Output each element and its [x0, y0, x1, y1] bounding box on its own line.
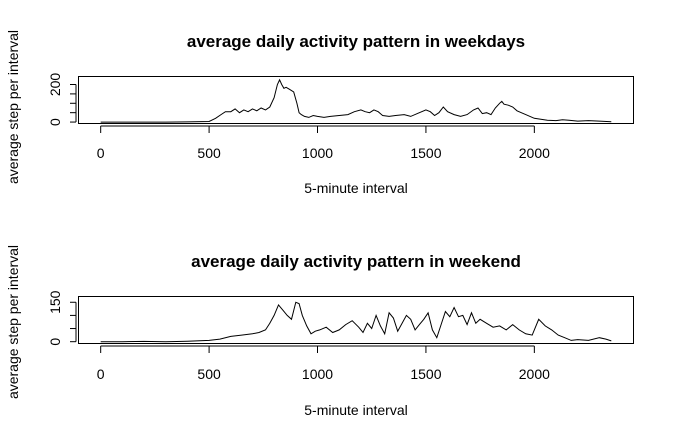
x-axis-label: 5-minute interval	[304, 402, 408, 418]
y-axis-label: average step per interval	[5, 30, 21, 184]
series-line	[100, 78, 612, 123]
x-axis: 0 500 1000 1500 2000	[97, 125, 550, 161]
x-axis-label: 5-minute interval	[304, 180, 408, 196]
x-tick-label: 2000	[519, 145, 550, 161]
x-tick-label: 1500	[410, 145, 441, 161]
series-line	[100, 301, 612, 343]
x-tick-label: 2000	[519, 366, 550, 382]
x-tick-label: 1000	[302, 145, 333, 161]
weekend-panel: average daily activity pattern in weeken…	[5, 245, 634, 418]
y-tick-label: 150	[47, 290, 63, 314]
y-tick-label: 0	[47, 338, 63, 346]
y-axis: 0 200	[47, 73, 77, 126]
chart-title: average daily activity pattern in weeken…	[191, 252, 521, 271]
chart-title: average daily activity pattern in weekda…	[187, 32, 525, 51]
x-tick-label: 500	[197, 366, 221, 382]
y-axis: 0 150	[47, 290, 77, 346]
plot-frame	[78, 296, 634, 344]
weekdays-panel: average daily activity pattern in weekda…	[5, 30, 634, 196]
x-tick-label: 1500	[410, 366, 441, 382]
y-axis-label: average step per interval	[5, 245, 21, 399]
x-tick-label: 0	[97, 145, 105, 161]
plot-frame	[78, 76, 634, 124]
y-tick-label: 200	[47, 73, 63, 97]
x-tick-label: 500	[197, 145, 221, 161]
x-axis: 0 500 1000 1500 2000	[97, 345, 550, 382]
x-tick-label: 1000	[302, 366, 333, 382]
x-tick-label: 0	[97, 366, 105, 382]
y-tick-label: 0	[47, 118, 63, 126]
